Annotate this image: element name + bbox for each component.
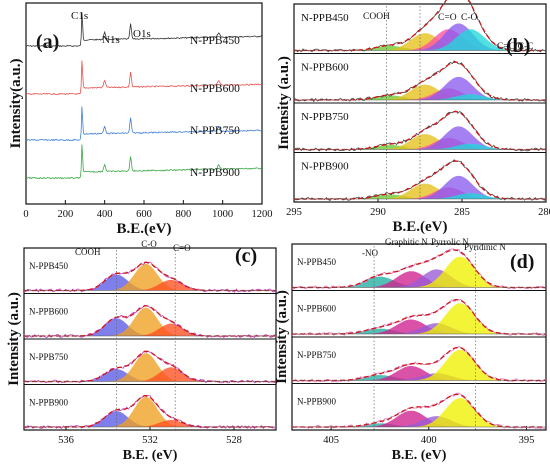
panel-a-spectrum-line bbox=[25, 106, 263, 142]
panel-b-peak-label: C-O bbox=[461, 13, 478, 23]
panel-d-series-label: N-PPB900 bbox=[297, 397, 337, 407]
panel-d-tick-label: 395 bbox=[519, 435, 535, 446]
panel-d-series-label: N-PPB750 bbox=[297, 350, 337, 360]
panel-b-component-peak bbox=[294, 193, 546, 199]
panel-d-tick-label: 400 bbox=[421, 435, 437, 446]
panel-a-series-label: N-PPB450 bbox=[190, 35, 240, 47]
panel-b-tick-label: 290 bbox=[370, 207, 386, 218]
panel-a-spectrum-line bbox=[25, 60, 263, 96]
panel-d-peak-label: Pyrrolic N bbox=[431, 237, 469, 247]
panel-c-component-peak bbox=[24, 263, 276, 291]
panel-a-peak-label: C1s bbox=[71, 10, 88, 22]
panel-c-raw-spectrum-line bbox=[23, 261, 277, 293]
panel-a-spectrum-line bbox=[25, 144, 263, 180]
panel-d-component-peak bbox=[292, 416, 546, 427]
panel-d-tick-label: 405 bbox=[323, 435, 339, 446]
panel-d-component-peak bbox=[292, 269, 546, 288]
panel-b-component-peak bbox=[294, 143, 546, 150]
panel-d-peak-label: Pyridinic N bbox=[464, 242, 506, 252]
panel-b-series-label: N-PPB750 bbox=[301, 111, 349, 123]
panel-a-tick-label: 800 bbox=[175, 209, 191, 220]
panel-d-y-axis-label: Intensity (a.u.) bbox=[274, 290, 290, 384]
panel-b-component-peak bbox=[294, 84, 546, 100]
panel-c-tick-label: 536 bbox=[58, 435, 74, 446]
panel-d-peak-label: -NO bbox=[362, 248, 378, 258]
panel-a-peak-label: O1s bbox=[133, 28, 151, 40]
panel-d-series-label: N-PPB450 bbox=[297, 257, 337, 267]
panel-c-peak-label: C=O bbox=[173, 243, 191, 253]
panel-d-component-peak bbox=[292, 423, 546, 427]
panel-c-peak-label: COOH bbox=[75, 247, 101, 257]
panel-d-component-peak bbox=[292, 366, 546, 381]
panel-c-label: (c) bbox=[235, 245, 257, 267]
panel-b-x-axis-label: B.E.(eV) bbox=[393, 219, 448, 235]
panel-a-tick-label: 1000 bbox=[212, 209, 233, 220]
panel-a-tick-label: 1200 bbox=[252, 209, 273, 220]
panel-d-component-peak bbox=[292, 323, 546, 334]
panel-c-component-peak bbox=[24, 396, 276, 427]
panel-b-component-peak bbox=[294, 29, 546, 51]
panel-a-series-label: N-PPB900 bbox=[190, 167, 240, 179]
panel-c-series-label: N-PPB900 bbox=[29, 398, 69, 408]
panel-d-component-peak bbox=[292, 319, 546, 334]
panel-a-peak-label: N1s bbox=[102, 34, 120, 46]
panel-b-label: (b) bbox=[506, 35, 530, 57]
panel-b-y-axis-label: Intensity (a.u.) bbox=[276, 56, 292, 150]
panel-b-series-label: N-PPB450 bbox=[301, 12, 349, 24]
panel-b-peak-label: C=C/C-C bbox=[497, 42, 534, 52]
panel-c-x-axis-label: B.E. (eV) bbox=[123, 448, 178, 463]
panel-d-series-label: N-PPB600 bbox=[297, 304, 337, 314]
panel-b-component-peak bbox=[294, 183, 546, 199]
panel-a-series-label: N-PPB750 bbox=[190, 125, 240, 137]
panel-c-series-label: N-PPB750 bbox=[29, 352, 69, 362]
panel-b-peak-label: COOH bbox=[363, 12, 390, 22]
panel-c-tick-label: 528 bbox=[226, 435, 242, 446]
panel-a-label: (a) bbox=[36, 31, 59, 53]
panel-b-component-peak bbox=[294, 94, 546, 100]
panel-d-component-peak bbox=[292, 373, 546, 381]
panel-b-tick-label: 285 bbox=[454, 207, 470, 218]
panel-c-component-peak bbox=[24, 353, 276, 382]
panel-a-y-axis-label: Intensity(a.u.) bbox=[8, 58, 24, 148]
panel-d-component-peak bbox=[292, 303, 546, 334]
panel-b-tick-label: 295 bbox=[286, 207, 302, 218]
panel-d-component-peak bbox=[292, 256, 546, 288]
panel-d-component-peak bbox=[292, 398, 546, 427]
panel-d-component-peak bbox=[292, 410, 546, 427]
panel-d-component-peak bbox=[292, 349, 546, 381]
panel-c-series-label: N-PPB450 bbox=[29, 261, 69, 271]
panel-a-tick-label: 400 bbox=[97, 209, 113, 220]
panel-b-tick-label: 280 bbox=[538, 207, 550, 218]
panel-a-tick-label: 0 bbox=[23, 209, 28, 220]
panel-b-peak-label: C=O bbox=[438, 13, 457, 23]
panel-a-series-label: N-PPB600 bbox=[190, 83, 240, 95]
panel-d-x-axis-label: B.E. (eV) bbox=[392, 448, 447, 463]
panel-c-tick-label: 532 bbox=[142, 435, 158, 446]
panel-a-spectrum-line bbox=[25, 12, 263, 48]
panel-c-peak-label: C-O bbox=[141, 239, 157, 249]
panel-d-peak-label: Graphitic N bbox=[385, 237, 428, 247]
panel-c-series-label: N-PPB600 bbox=[29, 307, 69, 317]
panel-d-label: (d) bbox=[510, 251, 534, 273]
panel-a-tick-label: 600 bbox=[136, 209, 152, 220]
panel-c-component-peak bbox=[24, 307, 276, 336]
panel-b-series-label: N-PPB600 bbox=[301, 62, 349, 74]
panel-a-tick-label: 200 bbox=[57, 209, 73, 220]
panel-c-y-axis-label: Intensity (a.u.) bbox=[6, 292, 22, 386]
panel-b-component-peak bbox=[294, 134, 546, 150]
panel-a-x-axis-label: B.E.(eV) bbox=[117, 221, 172, 237]
panel-b-series-label: N-PPB900 bbox=[301, 161, 349, 173]
